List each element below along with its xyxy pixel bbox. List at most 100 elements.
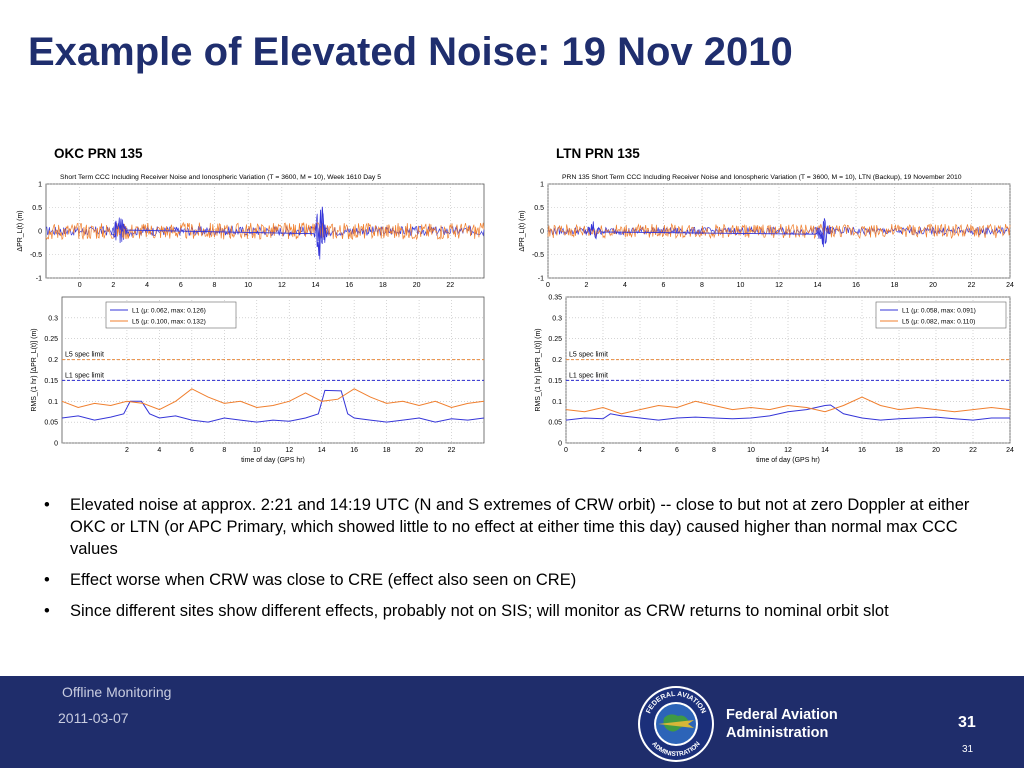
x-tick-label: 20 <box>932 447 940 454</box>
plot-frame <box>45 183 485 279</box>
x-tick-label: 22 <box>448 447 456 454</box>
bullet-list: Elevated noise at approx. 2:21 and 14:19… <box>40 494 990 631</box>
faa-name-line1: Federal Aviation <box>726 707 838 723</box>
x-tick-label: 20 <box>929 282 937 289</box>
legend-entry: L5 (μ: 0.082, max: 0.110) <box>902 319 975 326</box>
faa-name-line2: Administration <box>726 725 829 741</box>
y-tick-label: 0.05 <box>548 420 562 427</box>
y-tick-label: 0 <box>558 441 562 448</box>
x-tick-label: 0 <box>564 447 568 454</box>
x-tick-label: 14 <box>814 282 822 289</box>
legend-entry: L1 (μ: 0.062, max: 0.126) <box>132 308 206 315</box>
x-tick-label: 8 <box>700 282 704 289</box>
footer-section: Offline Monitoring <box>62 684 172 700</box>
x-axis-label: time of day (GPS hr) <box>756 457 820 464</box>
x-tick-label: 16 <box>852 282 860 289</box>
series-line-l5 <box>45 221 485 241</box>
y-tick-label: -0.5 <box>532 252 544 259</box>
x-tick-label: 10 <box>244 282 252 289</box>
y-tick-label: 0.1 <box>552 399 562 406</box>
x-tick-label: 10 <box>253 447 261 454</box>
y-tick-label: 0 <box>38 229 42 236</box>
series-spike-l1 <box>112 206 329 256</box>
series-line-l1 <box>565 404 1010 421</box>
faa-name: Federal Aviation Administration <box>726 706 838 742</box>
legend-box <box>105 301 237 329</box>
y-tick-label: 0 <box>540 229 544 236</box>
right-panel-label: LTN PRN 135 <box>556 146 640 161</box>
series-line-l1 <box>547 218 1011 248</box>
spec-limit-label: L1 spec limit <box>569 372 608 379</box>
y-tick-label: 0.3 <box>48 315 58 322</box>
x-tick-label: 22 <box>968 282 976 289</box>
plot-frame <box>547 183 1011 279</box>
x-tick-label: 0 <box>78 282 82 289</box>
x-tick-label: 24 <box>1006 447 1014 454</box>
y-tick-label: 0.3 <box>552 315 562 322</box>
footer-date: 2011-03-07 <box>58 710 129 726</box>
spec-limit-label: L1 spec limit <box>65 372 104 379</box>
x-tick-label: 12 <box>285 447 293 454</box>
x-tick-label: 18 <box>895 447 903 454</box>
plot-frame <box>61 296 485 444</box>
plot-frame <box>565 296 1011 444</box>
x-tick-label: 4 <box>145 282 149 289</box>
y-tick-label: 0.15 <box>548 378 562 385</box>
legend-box <box>875 301 1007 329</box>
x-tick-label: 4 <box>623 282 627 289</box>
bullet-item: Effect worse when CRW was close to CRE (… <box>40 569 990 591</box>
x-tick-label: 20 <box>413 282 421 289</box>
series-line-l5 <box>61 388 485 411</box>
x-tick-label: 18 <box>379 282 387 289</box>
y-tick-label: -0.5 <box>30 252 42 259</box>
x-tick-label: 12 <box>278 282 286 289</box>
y-tick-label: 0.25 <box>44 336 58 343</box>
x-tick-label: 16 <box>858 447 866 454</box>
faa-seal-icon: FEDERAL AVIATION ADMINISTRATION <box>638 686 714 762</box>
series-line-l1 <box>61 389 485 423</box>
footer-bar <box>0 676 1024 768</box>
x-tick-label: 18 <box>891 282 899 289</box>
spec-limit-label: L5 spec limit <box>569 352 608 359</box>
x-tick-label: 6 <box>662 282 666 289</box>
y-tick-label: 0.15 <box>44 378 58 385</box>
page-number: 31 <box>958 714 976 731</box>
y-tick-label: 0 <box>54 441 58 448</box>
y-tick-label: -1 <box>36 276 42 283</box>
x-tick-label: 2 <box>111 282 115 289</box>
x-tick-label: 24 <box>1006 282 1014 289</box>
y-tick-label: 0.5 <box>32 205 42 212</box>
x-tick-label: 8 <box>222 447 226 454</box>
bullet-item: Elevated noise at approx. 2:21 and 14:19… <box>40 494 990 560</box>
y-tick-label: 1 <box>540 182 544 189</box>
series-line-l5 <box>547 223 1011 240</box>
x-tick-label: 4 <box>638 447 642 454</box>
x-tick-label: 4 <box>157 447 161 454</box>
x-tick-label: 10 <box>747 447 755 454</box>
y-tick-label: 0.5 <box>534 205 544 212</box>
x-tick-label: 2 <box>585 282 589 289</box>
y-axis-label: RMS_(1 hr) [ΔPR_L(t)] (m) <box>535 328 542 411</box>
chart-title: Short Term CCC Including Receiver Noise … <box>60 174 381 181</box>
series-spike-l1 <box>584 220 832 245</box>
x-tick-label: 14 <box>821 447 829 454</box>
y-axis-label: ΔPR_L(t) (m) <box>519 210 526 251</box>
x-tick-label: 6 <box>179 282 183 289</box>
y-tick-label: 1 <box>38 182 42 189</box>
y-tick-label: 0.2 <box>552 357 562 364</box>
legend-entry: L1 (μ: 0.058, max: 0.091) <box>902 308 976 315</box>
x-tick-label: 14 <box>318 447 326 454</box>
chart-title: PRN 135 Short Term CCC Including Receive… <box>562 174 962 181</box>
y-tick-label: 0.35 <box>548 295 562 302</box>
y-tick-label: 0.2 <box>48 357 58 364</box>
legend-entry: L5 (μ: 0.100, max: 0.132) <box>132 319 206 326</box>
x-tick-label: 12 <box>784 447 792 454</box>
y-axis-label: RMS_(1 hr) [ΔPR_L(t)] (m) <box>31 328 38 411</box>
y-tick-label: 0.05 <box>44 420 58 427</box>
x-tick-label: 16 <box>345 282 353 289</box>
x-tick-label: 12 <box>775 282 783 289</box>
x-tick-label: 8 <box>213 282 217 289</box>
bullet-item: Since different sites show different eff… <box>40 600 990 622</box>
x-tick-label: 14 <box>312 282 320 289</box>
